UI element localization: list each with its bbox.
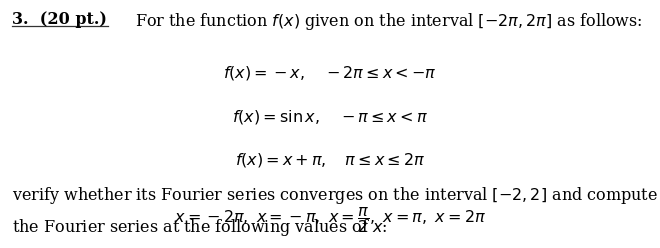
Text: the Fourier series at the following values of $x$:: the Fourier series at the following valu… [12, 217, 387, 238]
Text: verify whether its Fourier series converges on the interval $[-2, 2]$ and comput: verify whether its Fourier series conver… [12, 185, 660, 206]
Text: $x = -2\pi, \ x = -\pi, \ x = \dfrac{\pi}{2}, \ x = \pi, \ x = 2\pi$: $x = -2\pi, \ x = -\pi, \ x = \dfrac{\pi… [174, 205, 486, 235]
Text: $f(x) = \sin x, \quad -\pi \leq x < \pi$: $f(x) = \sin x, \quad -\pi \leq x < \pi$ [232, 108, 428, 126]
Text: $f(x) = -x, \quad -2\pi \leq x < -\pi$: $f(x) = -x, \quad -2\pi \leq x < -\pi$ [223, 64, 437, 83]
Text: 3.  (20 pt.): 3. (20 pt.) [12, 11, 107, 28]
Text: For the function $f(x)$ given on the interval $[-2\pi, 2\pi]$ as follows:: For the function $f(x)$ given on the int… [135, 11, 643, 32]
Text: $f(x) = x + \pi, \quad \pi \leq x \leq 2\pi$: $f(x) = x + \pi, \quad \pi \leq x \leq 2… [235, 151, 425, 169]
